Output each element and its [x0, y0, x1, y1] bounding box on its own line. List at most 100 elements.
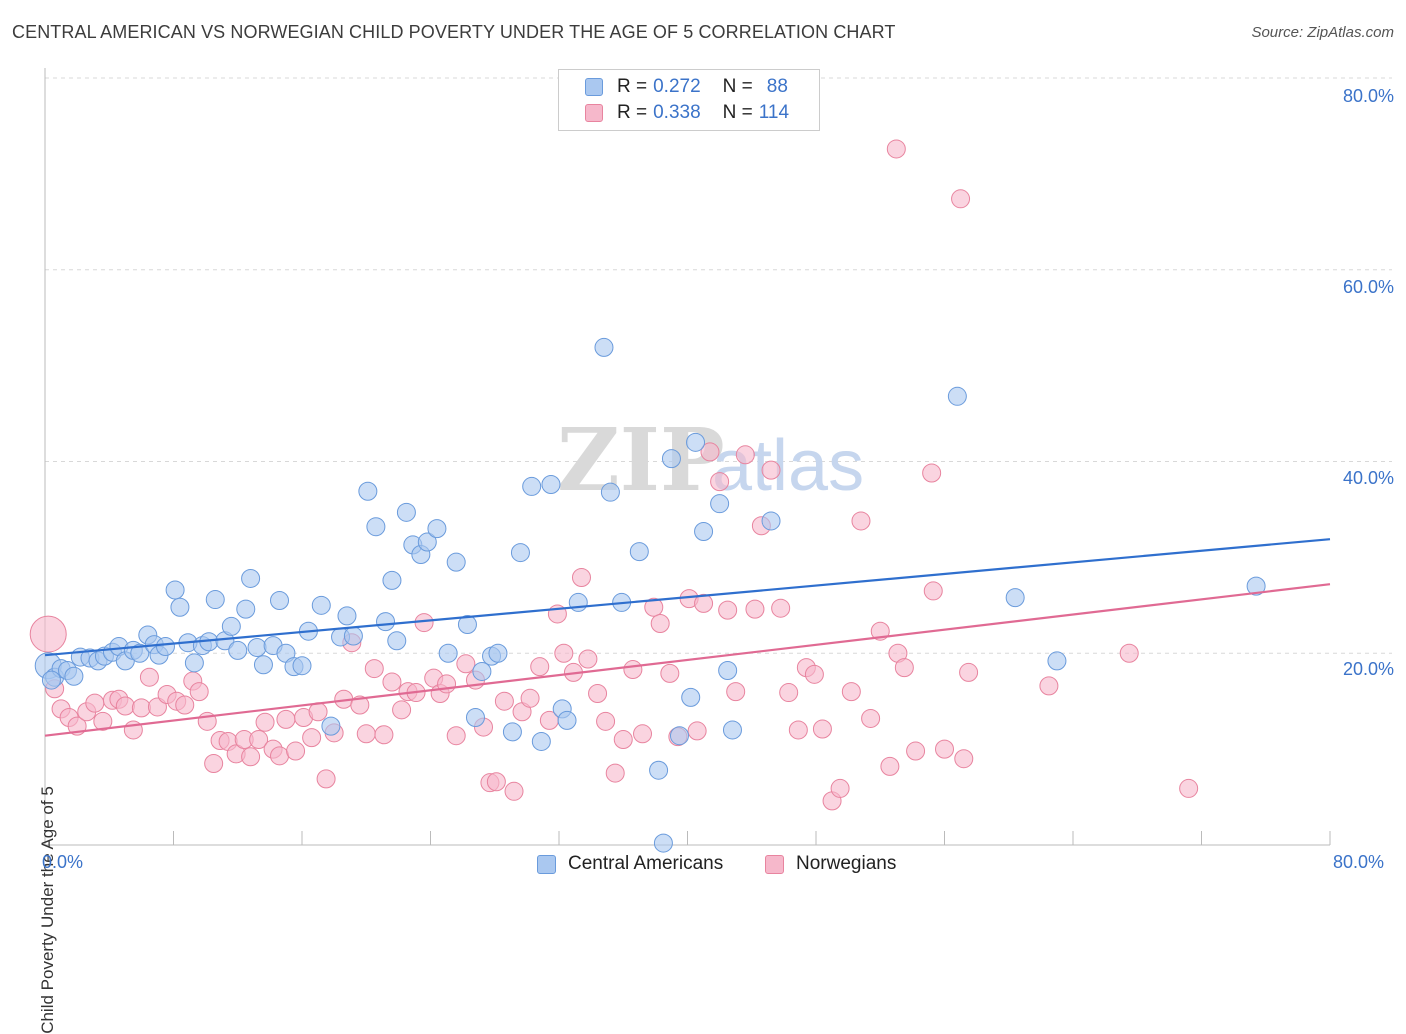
central-american-point — [465, 707, 485, 727]
pink-swatch — [585, 104, 603, 122]
central-american-point — [457, 614, 477, 634]
legend-n-value: 88 — [766, 76, 788, 97]
central-american-point — [661, 449, 681, 469]
norwegian-point — [596, 711, 616, 731]
norwegian-point — [1039, 676, 1059, 696]
central-american-point — [382, 570, 402, 590]
norwegian-point — [623, 660, 643, 680]
central-american-point — [1246, 576, 1266, 596]
legend-r-value: 0.338 — [653, 102, 701, 123]
central-american-point — [41, 670, 61, 690]
norwegian-point — [951, 189, 971, 209]
axes — [44, 68, 1331, 846]
norwegian-point — [302, 728, 322, 748]
central-american-point — [947, 386, 967, 406]
norwegian-point — [745, 599, 765, 619]
legend-n-value: 114 — [758, 102, 790, 123]
central-american-point — [221, 616, 241, 636]
norwegian-point — [131, 698, 151, 718]
legend-item-central-americans[interactable]: Central Americans — [537, 852, 723, 876]
central-american-point — [396, 502, 416, 522]
norwegian-point — [115, 696, 135, 716]
central-american-point — [694, 521, 714, 541]
legend-r-label: R = — [617, 102, 648, 123]
central-american-point — [681, 687, 701, 707]
legend-r-label: R = — [617, 76, 648, 97]
legend-row-central-americans: R = 0.272 N = 88 — [585, 75, 788, 99]
norwegian-point — [189, 682, 209, 702]
central-american-point — [594, 337, 614, 357]
norwegian-point — [578, 649, 598, 669]
norwegian-point — [364, 659, 384, 679]
legend-n-label: N = — [722, 102, 753, 123]
norwegian-point — [175, 695, 195, 715]
central-american-point — [376, 612, 396, 632]
norwegian-point — [923, 581, 943, 601]
y-tick-80: 80.0% — [1342, 86, 1394, 106]
norwegian-point — [382, 672, 402, 692]
norwegian-point — [554, 643, 574, 663]
y-tick-40: 40.0% — [1342, 468, 1394, 488]
legend-label: Central Americans — [568, 853, 724, 874]
norwegian-point — [650, 614, 670, 634]
norwegian-point — [392, 700, 412, 720]
norwegian-point — [605, 763, 625, 783]
central-americans-trend-line — [44, 538, 1331, 657]
norwegian-point — [571, 568, 591, 588]
central-american-point — [722, 720, 742, 740]
central-americans-series — [34, 337, 1266, 853]
central-american-point — [446, 552, 466, 572]
norwegian-point — [735, 445, 755, 465]
central-american-point — [557, 710, 577, 730]
central-american-point — [64, 666, 84, 686]
central-american-point — [358, 481, 378, 501]
legend-r-value: 0.272 — [653, 76, 701, 97]
norwegian-point — [356, 724, 376, 744]
x-tick-80: 80.0% — [1333, 852, 1385, 872]
norwegian-point — [85, 693, 105, 713]
chart-canvas: ZIP atlas — [29, 68, 1392, 853]
norwegian-point — [694, 593, 714, 613]
central-american-point — [522, 476, 542, 496]
x-tick-0: 0.0% — [42, 852, 84, 872]
y-axis-label: Child Poverty Under the Age of 5 — [38, 786, 57, 1034]
central-american-point — [165, 580, 185, 600]
central-american-point — [241, 568, 261, 588]
norwegian-point — [276, 709, 296, 729]
norwegian-point — [504, 781, 524, 801]
central-american-point — [1005, 588, 1025, 608]
norwegian-point — [29, 615, 67, 653]
central-american-point — [1047, 651, 1067, 671]
central-american-point — [205, 590, 225, 610]
norwegian-point — [788, 720, 808, 740]
central-american-point — [270, 591, 290, 611]
central-american-point — [155, 637, 175, 657]
norwegian-point — [139, 667, 159, 687]
norwegian-point — [660, 663, 680, 683]
watermark-zip: ZIP — [557, 410, 725, 511]
norwegian-point — [456, 654, 476, 674]
norwegian-point — [644, 597, 664, 617]
y-tick-20: 20.0% — [1342, 659, 1394, 679]
central-american-point — [472, 661, 492, 681]
central-american-point — [387, 631, 407, 651]
norwegian-point — [255, 712, 275, 732]
central-american-point — [184, 653, 204, 673]
legend-item-norwegians[interactable]: Norwegians — [765, 852, 896, 876]
central-american-point — [531, 731, 551, 751]
norwegian-point — [588, 684, 608, 704]
central-american-point — [488, 643, 508, 663]
norwegian-point — [880, 756, 900, 776]
central-american-point — [337, 606, 357, 626]
norwegian-point — [935, 739, 954, 759]
norwegian-point — [486, 772, 506, 792]
central-american-point — [292, 656, 312, 676]
norwegian-point — [249, 730, 269, 750]
gridlines — [45, 77, 1392, 654]
norwegian-point — [830, 778, 850, 798]
central-american-point — [170, 597, 190, 617]
central-american-point — [502, 722, 522, 742]
legend-label: Norwegians — [796, 853, 897, 874]
central-american-point — [568, 592, 588, 612]
norwegian-point — [241, 747, 261, 767]
